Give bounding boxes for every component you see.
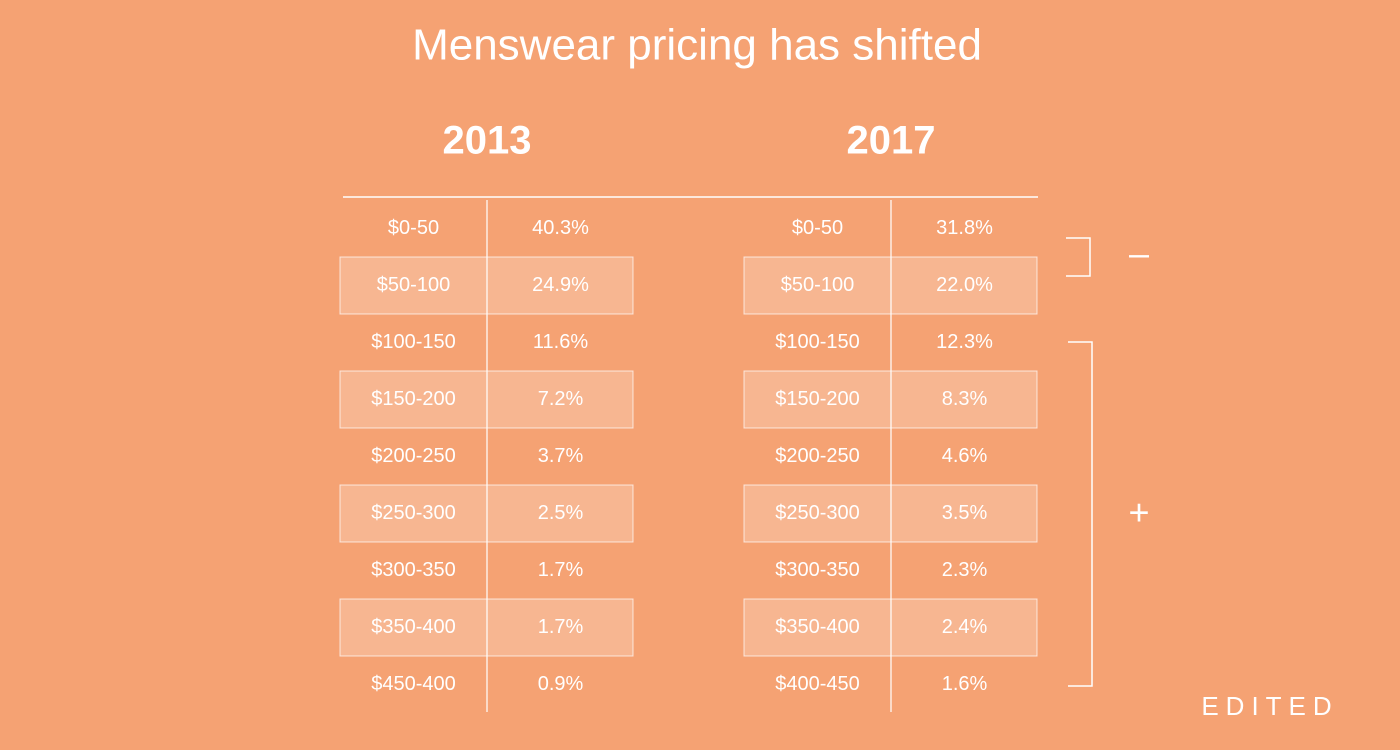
- share-cell: 2.3%: [942, 559, 988, 581]
- share-cell: 2.5%: [538, 502, 584, 524]
- price-range-cell: $100-150: [371, 331, 456, 353]
- share-cell: 2.4%: [942, 616, 988, 638]
- title: Menswear pricing has shifted: [412, 21, 982, 70]
- share-cell: 12.3%: [936, 331, 993, 353]
- price-range-cell: $350-400: [775, 616, 860, 638]
- price-range-cell: $250-300: [371, 502, 456, 524]
- price-range-cell: $100-150: [775, 331, 860, 353]
- price-range-cell: $300-350: [775, 559, 860, 581]
- share-cell: 3.5%: [942, 502, 988, 524]
- share-cell: 1.6%: [942, 673, 988, 695]
- share-cell: 1.7%: [538, 616, 584, 638]
- share-cell: 0.9%: [538, 673, 584, 695]
- price-range-cell: $0-50: [792, 217, 843, 239]
- share-cell: 31.8%: [936, 217, 993, 239]
- year-heading: 2013: [443, 119, 532, 163]
- bracket: [1066, 237, 1091, 277]
- price-range-cell: $0-50: [388, 217, 439, 239]
- price-range-cell: $150-200: [371, 388, 456, 410]
- price-range-cell: $350-400: [371, 616, 456, 638]
- price-range-cell: $300-350: [371, 559, 456, 581]
- bracket: [1068, 341, 1093, 687]
- price-range-cell: $200-250: [371, 445, 456, 467]
- share-cell: 4.6%: [942, 445, 988, 467]
- price-range-cell: $50-100: [781, 274, 854, 296]
- price-range-cell: $150-200: [775, 388, 860, 410]
- price-range-cell: $450-400: [371, 673, 456, 695]
- share-cell: 3.7%: [538, 445, 584, 467]
- share-cell: 11.6%: [533, 331, 588, 353]
- price-range-cell: $200-250: [775, 445, 860, 467]
- share-cell: 24.9%: [532, 274, 589, 296]
- price-range-cell: $250-300: [775, 502, 860, 524]
- price-range-cell: $400-450: [775, 673, 860, 695]
- bracket-label: –: [1129, 233, 1149, 274]
- share-cell: 40.3%: [532, 217, 589, 239]
- price-range-cell: $50-100: [377, 274, 450, 296]
- year-heading: 2017: [847, 119, 936, 163]
- brand: EDITED: [1201, 691, 1338, 721]
- share-cell: 8.3%: [942, 388, 988, 410]
- share-cell: 7.2%: [538, 388, 584, 410]
- share-cell: 22.0%: [936, 274, 993, 296]
- bracket-label: +: [1128, 492, 1149, 533]
- share-cell: 1.7%: [538, 559, 584, 581]
